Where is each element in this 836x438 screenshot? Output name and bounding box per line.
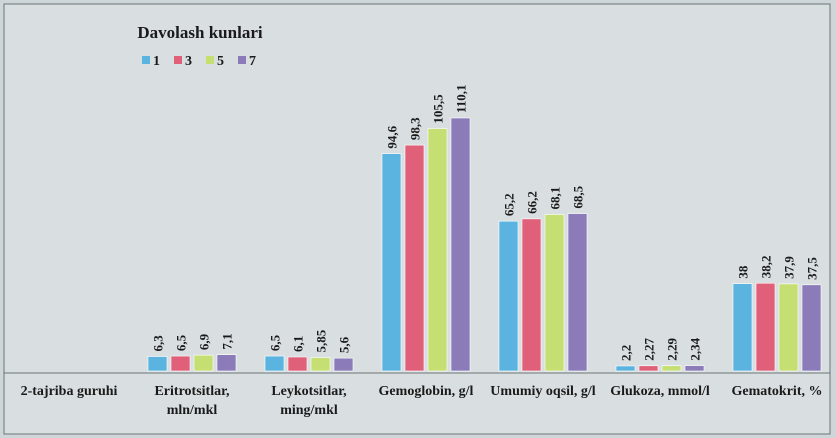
data-label: 2,2 [619, 345, 634, 361]
group-label: 2-tajriba guruhi [20, 384, 118, 399]
data-label: 2,34 [688, 337, 703, 360]
legend-label: 3 [185, 54, 192, 69]
data-label: 110,1 [454, 84, 469, 113]
legend-label: 1 [153, 54, 160, 69]
legend-label: 7 [249, 54, 256, 69]
x-tick-label: Glukoza, mmol/l [610, 384, 710, 399]
data-label: 6,9 [197, 333, 212, 350]
bar [427, 128, 448, 372]
bar [287, 356, 308, 372]
x-tick-label: Gemoglobin, g/l [378, 384, 474, 399]
bar [567, 213, 588, 372]
bar [333, 357, 354, 372]
bar [521, 218, 542, 372]
bar [381, 153, 402, 372]
x-tick-label: Gematokrit, % [731, 384, 823, 399]
bar [778, 283, 799, 372]
bar [498, 220, 519, 372]
data-label: 94,6 [385, 125, 400, 148]
bar [264, 355, 285, 372]
legend-title: Davolash kunlari [137, 23, 262, 42]
legend-label: 5 [217, 54, 224, 69]
x-tick-label: Eritrotsitlar, mln/mkl [154, 384, 230, 418]
legend-swatch [238, 56, 246, 64]
data-label: 6,5 [174, 334, 189, 351]
bar [147, 356, 168, 372]
x-tick-label: Umumiy oqsil, g/l [490, 384, 596, 399]
bar [310, 357, 331, 372]
bar [615, 365, 636, 372]
data-label: 65,2 [502, 193, 517, 216]
bar [661, 365, 682, 372]
bar [170, 355, 191, 372]
data-label: 37,9 [782, 256, 797, 279]
legend-swatch [206, 56, 214, 64]
bar [755, 282, 776, 372]
bar [684, 365, 705, 372]
data-label: 38 [736, 265, 751, 279]
bar [732, 283, 753, 372]
legend-swatch [174, 56, 182, 64]
data-label: 68,5 [571, 185, 586, 208]
data-label: 105,5 [431, 94, 446, 124]
data-label: 37,5 [805, 257, 820, 280]
data-label: 2,29 [665, 337, 680, 360]
x-tick-label: Leykotsitlar, ming/mkl [271, 384, 347, 418]
data-label: 5,85 [314, 329, 329, 352]
bar [801, 284, 822, 372]
bar [544, 214, 565, 372]
bar [404, 144, 425, 372]
bar [638, 365, 659, 372]
bar [450, 117, 471, 372]
data-label: 66,2 [525, 191, 540, 214]
data-label: 6,1 [291, 336, 306, 352]
bar [193, 354, 214, 372]
data-label: 6,5 [268, 334, 283, 351]
data-label: 68,1 [548, 187, 563, 210]
legend-swatch [142, 56, 150, 64]
data-label: 98,3 [408, 117, 423, 140]
data-label: 5,6 [337, 336, 352, 353]
data-label: 38,2 [759, 255, 774, 278]
bar [216, 354, 237, 372]
data-label: 6,3 [151, 335, 166, 352]
data-label: 7,1 [220, 333, 235, 349]
data-label: 2,27 [642, 338, 657, 361]
